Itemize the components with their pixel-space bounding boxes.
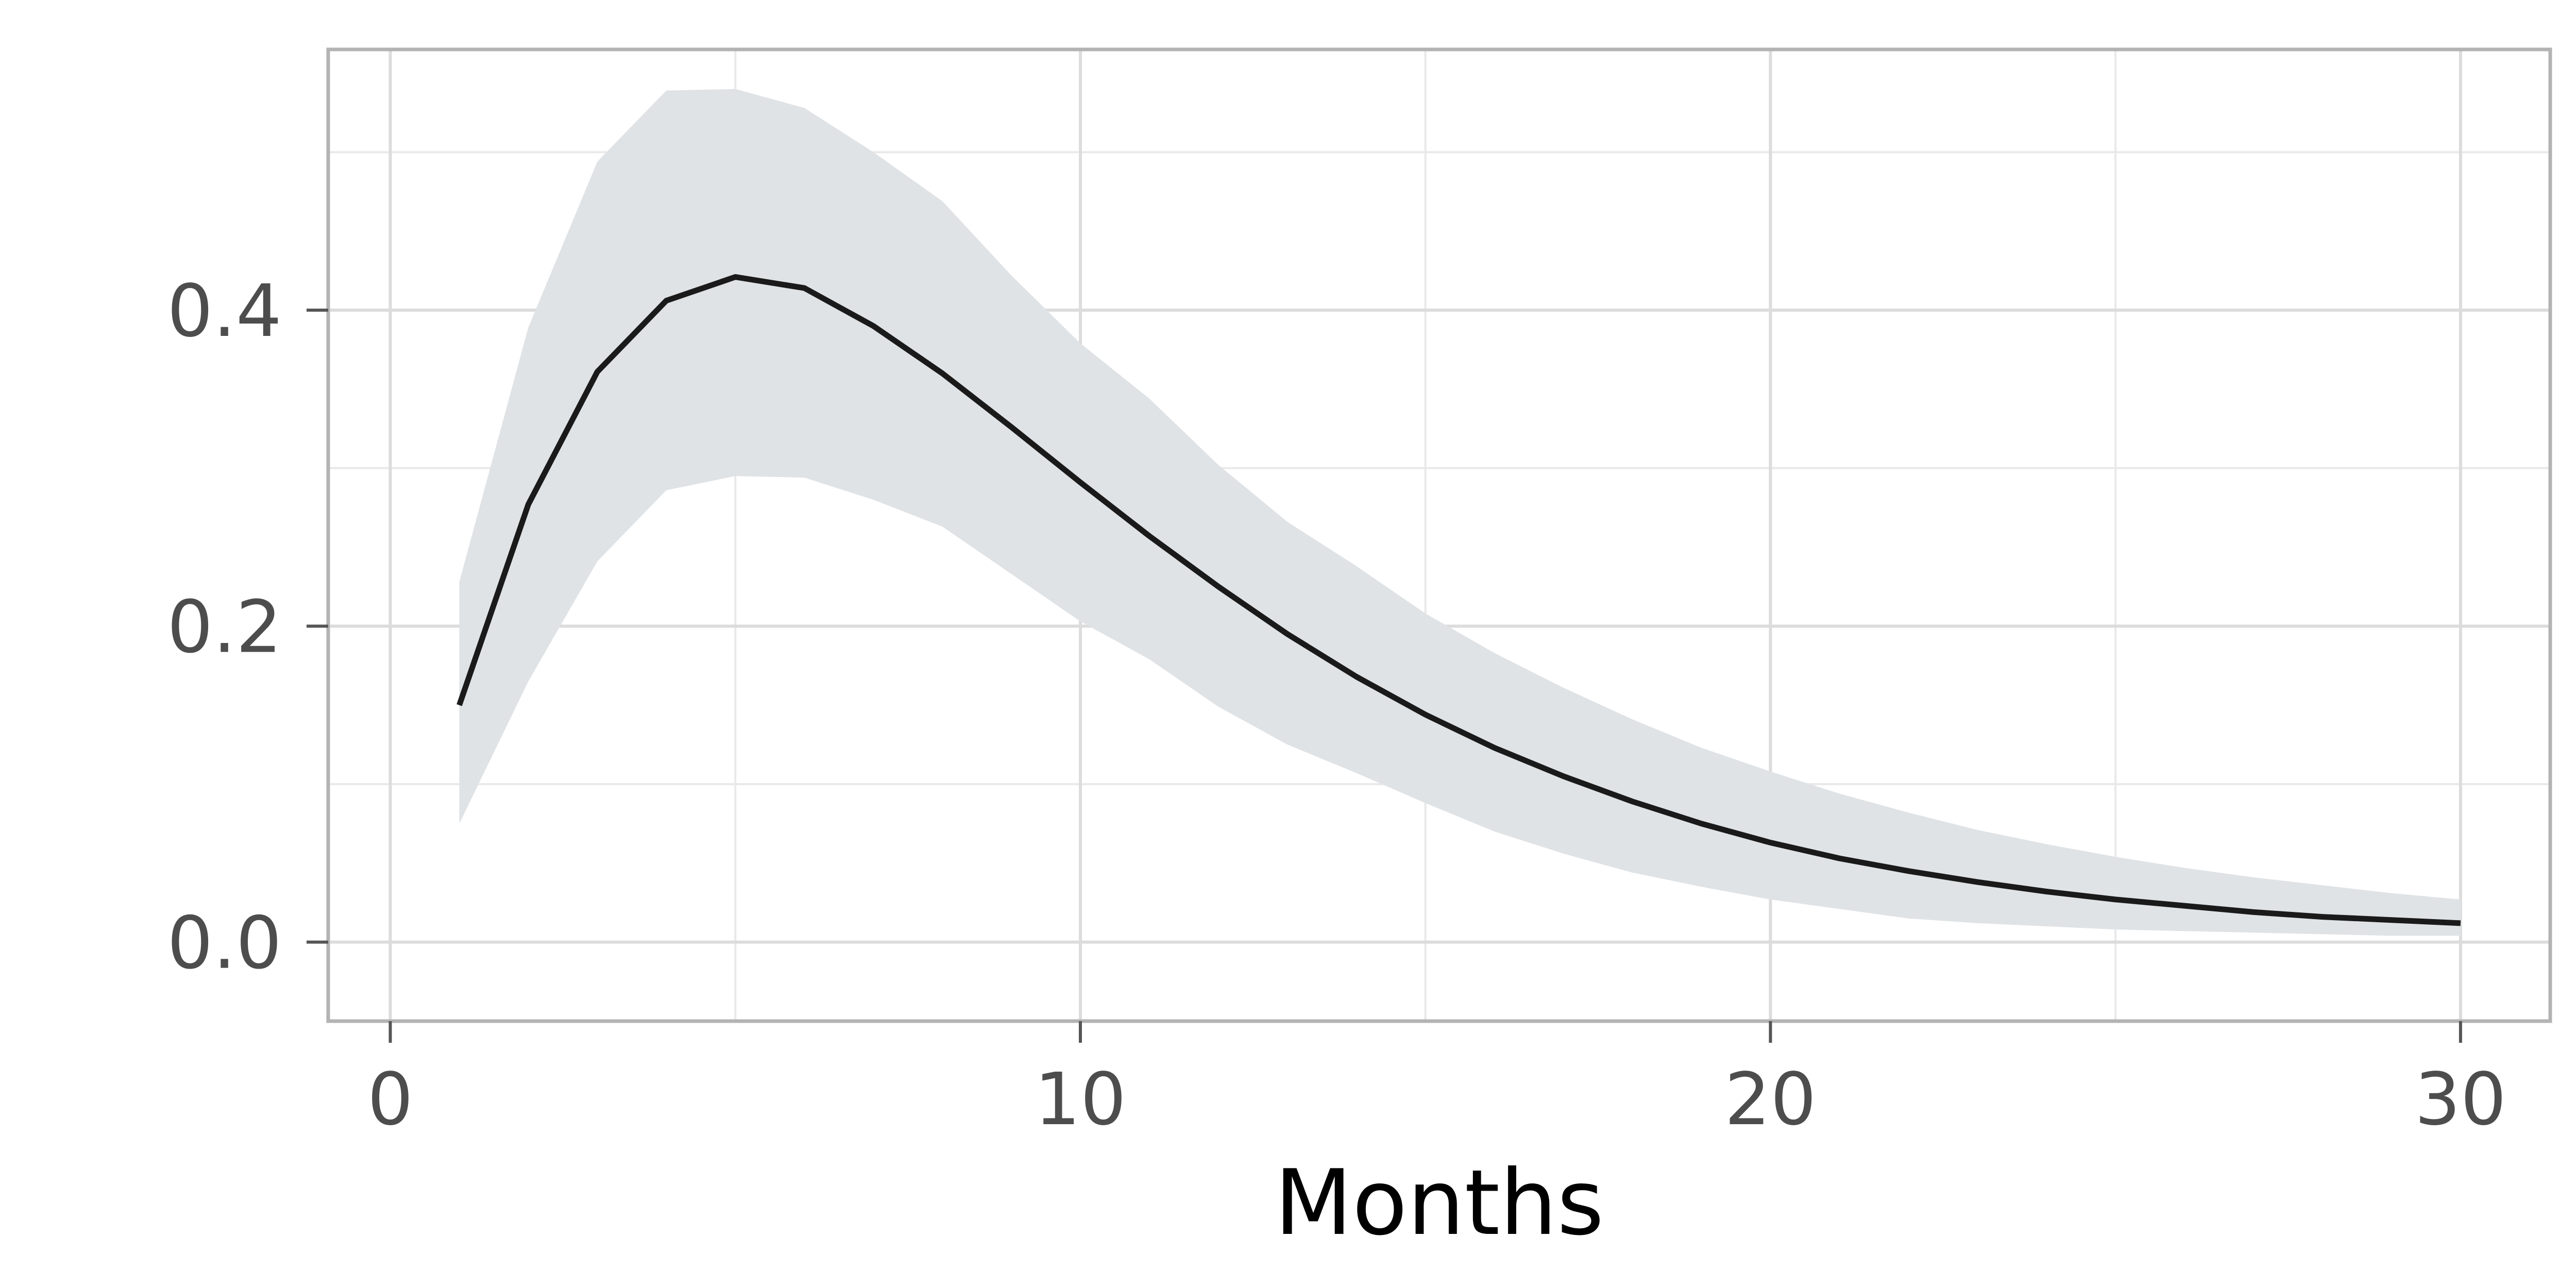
x-tick-label: 30 bbox=[2415, 1058, 2506, 1142]
data-line bbox=[456, 274, 2461, 926]
x-tick-label: 0 bbox=[367, 1058, 413, 1142]
y-tick-label: 0.2 bbox=[167, 585, 282, 669]
grid bbox=[328, 49, 2550, 1021]
plot-frame bbox=[326, 47, 2552, 1023]
x-tick-label: 20 bbox=[1724, 1058, 1816, 1142]
y-tick-label: 0.0 bbox=[167, 902, 282, 986]
x-tick-label: 10 bbox=[1035, 1058, 1126, 1142]
y-tick-label: 0.4 bbox=[167, 269, 282, 353]
confidence-band bbox=[459, 89, 2461, 936]
axis-ticks: 0 10 20 30 0.0 0.2 0.4 bbox=[167, 269, 2506, 1142]
series-line bbox=[456, 274, 2461, 926]
confidence-band-area bbox=[459, 89, 2461, 936]
x-axis-title: Months bbox=[1275, 1151, 1604, 1256]
